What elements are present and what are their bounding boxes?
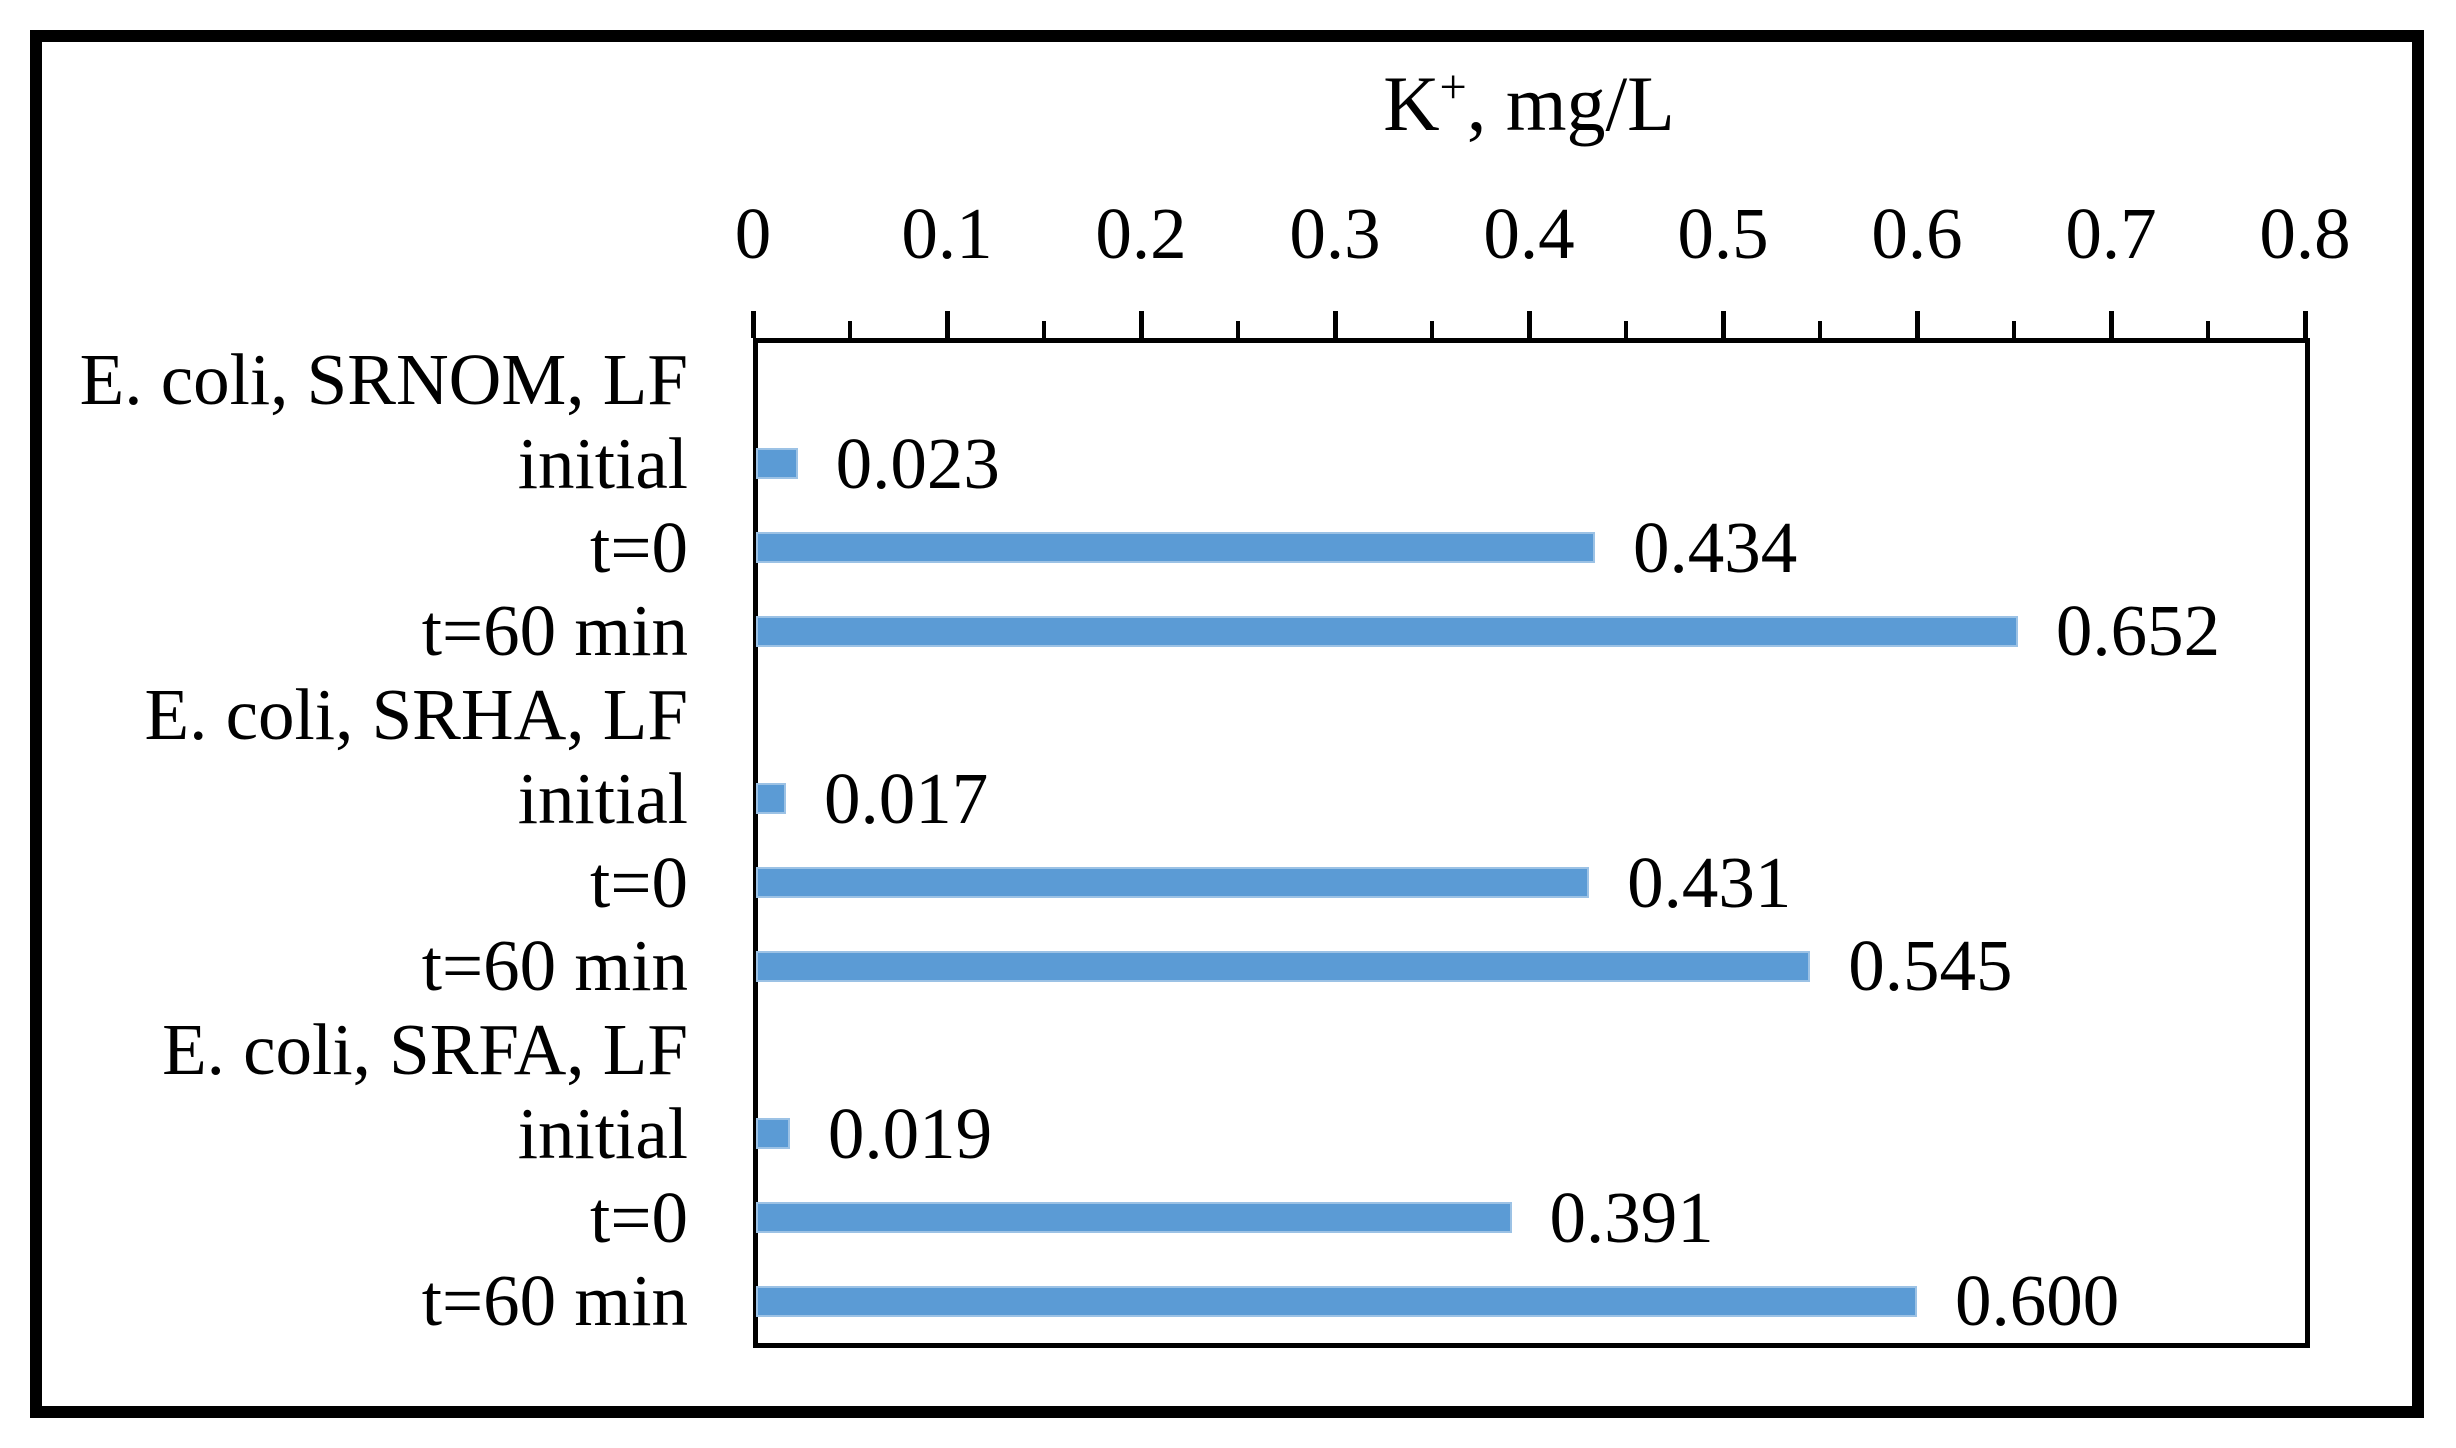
category-label: initial (517, 757, 688, 839)
axis-major-tick (1333, 311, 1338, 338)
bar-value-label: 0.019 (827, 1092, 993, 1174)
bar (756, 1118, 790, 1150)
category-label: t=60 min (421, 1260, 688, 1342)
bar (756, 448, 798, 480)
axis-tick-label: 0 (734, 193, 772, 274)
bar (756, 866, 1590, 898)
axis-tick-label: 0.1 (901, 193, 993, 274)
axis-tick-label: 0.3 (1289, 193, 1381, 274)
bar-value-label: 0.652 (2055, 590, 2221, 672)
axis-tick-label: 0.5 (1677, 193, 1769, 274)
bar-value-label: 0.434 (1632, 506, 1798, 588)
chart-title-units: , mg/L (1466, 60, 1675, 147)
chart-title-superscript: + (1439, 61, 1467, 114)
axis-major-tick (1721, 311, 1726, 338)
axis-major-tick (751, 311, 756, 338)
axis-tick-label: 0.2 (1095, 193, 1187, 274)
chart-title: K+, mg/L (753, 52, 2305, 156)
category-label: t=0 (590, 841, 688, 923)
bar (756, 950, 1811, 982)
axis-minor-tick (848, 321, 852, 338)
bar-value-label: 0.545 (1848, 925, 2013, 1007)
bar-value-label: 0.023 (835, 422, 1000, 504)
category-group-label: E. coli, SRHA, LF (144, 674, 688, 755)
bar (756, 615, 2018, 647)
axis-tick-label: 0.7 (2065, 193, 2157, 274)
axis-tick-label: 0.8 (2259, 193, 2351, 274)
bar-value-label: 0.017 (823, 757, 989, 839)
category-label: t=0 (590, 506, 688, 588)
category-label: t=0 (590, 1176, 688, 1258)
category-label: t=60 min (421, 590, 688, 672)
axis-minor-tick (2012, 321, 2016, 338)
bar (756, 783, 786, 815)
chart-title-base: K (1383, 60, 1440, 147)
category-label: t=60 min (421, 925, 688, 1007)
category-label: initial (517, 1092, 688, 1174)
axis-tick-label: 0.4 (1483, 193, 1575, 274)
axis-minor-tick (1236, 321, 1240, 338)
axis-minor-tick (1430, 321, 1434, 338)
category-label: initial (517, 422, 688, 504)
axis-tick-label: 0.6 (1871, 193, 1963, 274)
axis-minor-tick (1624, 321, 1628, 338)
axis-major-tick (1139, 311, 1144, 338)
bar (756, 1285, 1917, 1317)
axis-minor-tick (2206, 321, 2210, 338)
axis-minor-tick (1818, 321, 1822, 338)
axis-major-tick (1527, 311, 1532, 338)
bar-value-label: 0.431 (1627, 841, 1792, 923)
bar-value-label: 0.600 (1955, 1260, 2120, 1342)
axis-major-tick (1915, 311, 1920, 338)
bar (756, 1201, 1512, 1233)
chart-outer-frame (30, 30, 2424, 1418)
plot-area-border (753, 338, 2310, 1348)
axis-major-tick (945, 311, 950, 338)
category-group-label: E. coli, SRNOM, LF (79, 339, 688, 420)
axis-major-tick (2109, 311, 2114, 338)
bar (756, 531, 1595, 563)
category-group-label: E. coli, SRFA, LF (162, 1009, 688, 1090)
axis-minor-tick (1042, 321, 1046, 338)
bar-value-label: 0.391 (1549, 1176, 1714, 1258)
axis-major-tick (2303, 311, 2308, 338)
